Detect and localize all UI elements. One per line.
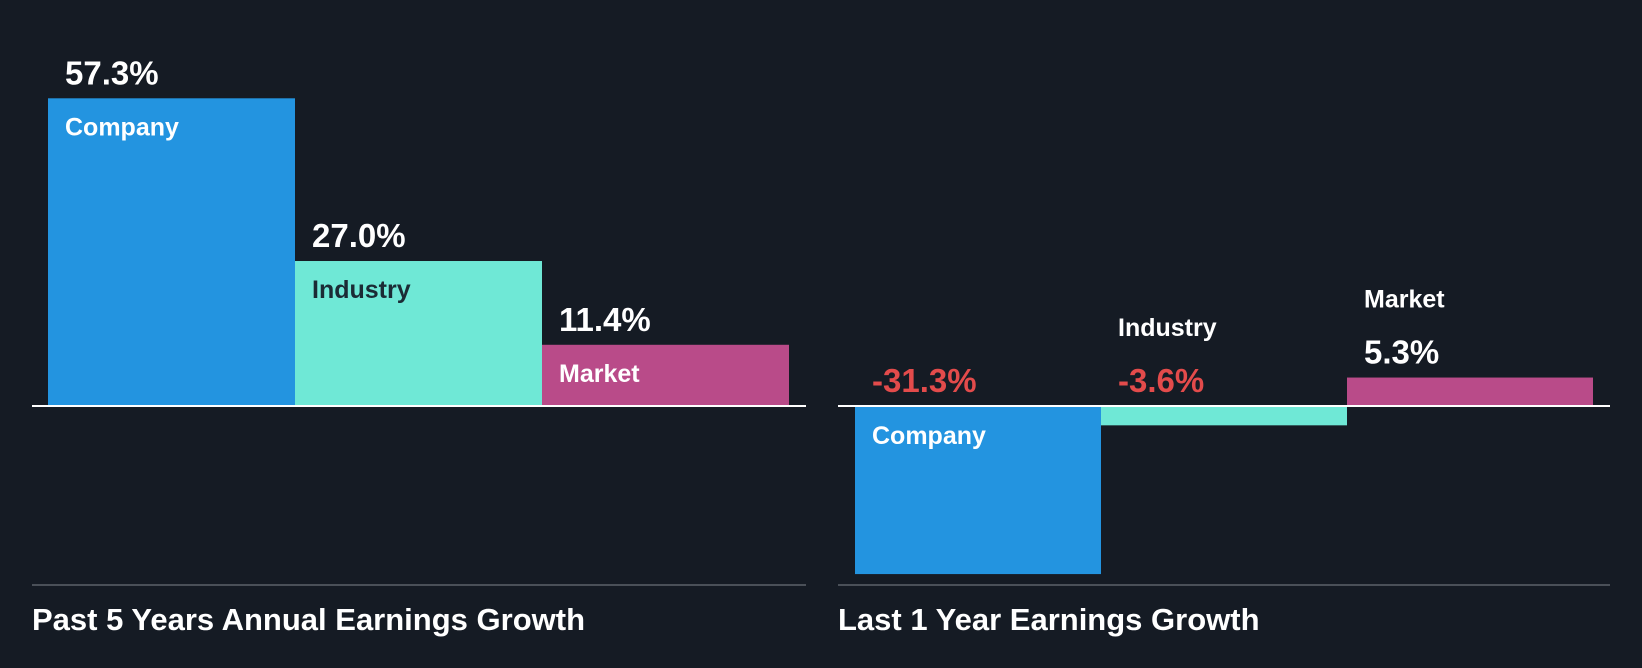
value-label-past-5-years-company: 57.3% bbox=[65, 54, 159, 91]
bar-past-5-years-market bbox=[542, 344, 789, 406]
value-label-past-5-years-market: 11.4% bbox=[559, 301, 651, 338]
category-label-last-1-year-market: Market bbox=[1364, 286, 1445, 314]
category-label-past-5-years-company: Company bbox=[65, 113, 179, 141]
value-label-past-5-years-industry: 27.0% bbox=[312, 217, 406, 254]
panel-title-last-1-year: Last 1 Year Earnings Growth bbox=[838, 602, 1260, 637]
bar-last-1-year-industry bbox=[1101, 406, 1347, 426]
bar-past-5-years-company bbox=[48, 98, 295, 406]
value-label-last-1-year-industry: -3.6% bbox=[1118, 362, 1204, 399]
bar-last-1-year-market bbox=[1347, 377, 1593, 406]
value-label-last-1-year-company: -31.3% bbox=[872, 362, 977, 399]
bar-past-5-years-industry bbox=[295, 261, 542, 406]
category-label-last-1-year-company: Company bbox=[872, 422, 986, 450]
bar-last-1-year-company bbox=[855, 406, 1101, 575]
panel-title-past-5-years: Past 5 Years Annual Earnings Growth bbox=[32, 602, 586, 637]
value-label-last-1-year-market: 5.3% bbox=[1364, 334, 1439, 371]
category-label-past-5-years-industry: Industry bbox=[312, 276, 411, 304]
category-label-last-1-year-industry: Industry bbox=[1118, 314, 1217, 342]
category-label-past-5-years-market: Market bbox=[559, 360, 640, 388]
